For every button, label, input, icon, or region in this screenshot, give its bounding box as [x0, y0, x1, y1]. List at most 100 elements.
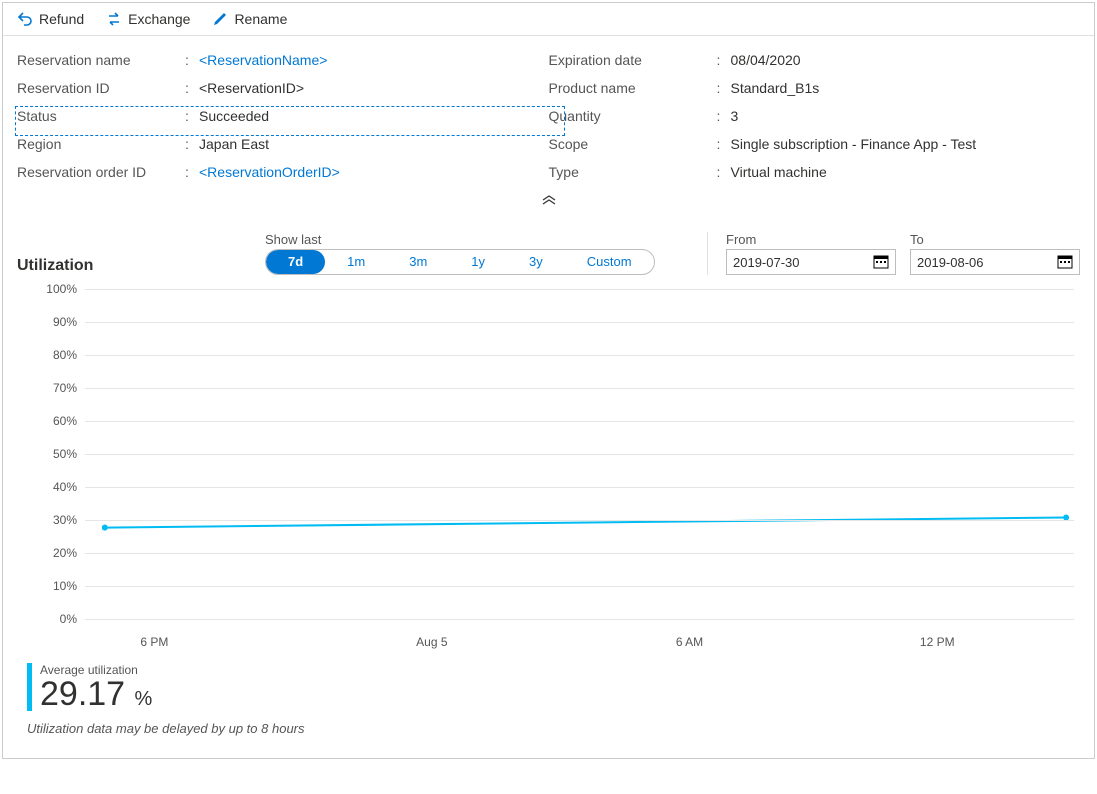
- y-tick-label: 0%: [27, 612, 77, 626]
- colon: :: [717, 80, 731, 96]
- utilization-title: Utilization: [17, 257, 247, 275]
- from-label: From: [726, 232, 896, 247]
- exchange-icon: [106, 11, 122, 27]
- detail-label: Quantity: [549, 108, 717, 124]
- colon: :: [185, 136, 199, 152]
- utilization-section: Utilization Show last 7d1m3m1y3yCustom F…: [3, 214, 1094, 758]
- detail-row: Status:Succeeded: [17, 102, 549, 130]
- colon: :: [717, 52, 731, 68]
- timerange-option-1y[interactable]: 1y: [449, 250, 507, 274]
- average-label: Average utilization: [40, 663, 1080, 677]
- detail-row: Reservation ID:<ReservationID>: [17, 74, 549, 102]
- average-utilization-block: Average utilization 29.17 %: [27, 663, 1080, 711]
- gridline: [85, 289, 1074, 290]
- delay-note: Utilization data may be delayed by up to…: [17, 715, 1080, 748]
- details-panel: Reservation name:<ReservationName>Reserv…: [3, 36, 1094, 192]
- pencil-icon: [212, 11, 228, 27]
- detail-label: Scope: [549, 136, 717, 152]
- gridline: [85, 322, 1074, 323]
- calendar-icon: [1057, 254, 1073, 270]
- gridline: [85, 520, 1074, 521]
- detail-row: Quantity:3: [549, 102, 1081, 130]
- detail-row: Reservation order ID:<ReservationOrderID…: [17, 158, 549, 186]
- collapse-toggle[interactable]: [3, 192, 1094, 214]
- rename-button[interactable]: Rename: [212, 11, 287, 27]
- gridline: [85, 586, 1074, 587]
- detail-row: Type:Virtual machine: [549, 158, 1081, 186]
- detail-link[interactable]: <ReservationName>: [199, 52, 327, 68]
- colon: :: [717, 164, 731, 180]
- y-tick-label: 30%: [27, 513, 77, 527]
- toolbar: Refund Exchange Rename: [3, 3, 1094, 36]
- y-tick-label: 40%: [27, 480, 77, 494]
- gridline: [85, 619, 1074, 620]
- gridline: [85, 454, 1074, 455]
- colon: :: [185, 80, 199, 96]
- from-date-input[interactable]: 2019-07-30: [726, 249, 896, 275]
- timerange-option-1m[interactable]: 1m: [325, 250, 387, 274]
- exchange-button[interactable]: Exchange: [106, 11, 190, 27]
- chart-plot: [85, 285, 1076, 625]
- gridline: [85, 487, 1074, 488]
- detail-label: Reservation name: [17, 52, 185, 68]
- show-last-label: Show last: [265, 232, 655, 247]
- x-tick-label: 6 AM: [676, 635, 703, 649]
- detail-label: Reservation order ID: [17, 164, 185, 180]
- undo-icon: [17, 11, 33, 27]
- from-date-value: 2019-07-30: [733, 255, 800, 270]
- average-value: 29.17: [40, 675, 125, 713]
- detail-label: Status: [17, 108, 185, 124]
- utilization-chart: 0%10%20%30%40%50%60%70%80%90%100%6 PMAug…: [17, 285, 1080, 655]
- refund-label: Refund: [39, 11, 84, 27]
- to-date-input[interactable]: 2019-08-06: [910, 249, 1080, 275]
- colon: :: [717, 108, 731, 124]
- y-tick-label: 100%: [27, 282, 77, 296]
- timerange-option-3y[interactable]: 3y: [507, 250, 565, 274]
- timerange-segmented: 7d1m3m1y3yCustom: [265, 249, 655, 275]
- detail-link[interactable]: <ReservationOrderID>: [199, 164, 340, 180]
- detail-row: Scope:Single subscription - Finance App …: [549, 130, 1081, 158]
- colon: :: [717, 136, 731, 152]
- gridline: [85, 388, 1074, 389]
- timerange-option-7d[interactable]: 7d: [266, 250, 325, 274]
- y-tick-label: 20%: [27, 546, 77, 560]
- y-tick-label: 70%: [27, 381, 77, 395]
- detail-value: Standard_B1s: [731, 80, 820, 96]
- exchange-label: Exchange: [128, 11, 190, 27]
- detail-row: Product name:Standard_B1s: [549, 74, 1081, 102]
- detail-row: Region:Japan East: [17, 130, 549, 158]
- detail-value: Single subscription - Finance App - Test: [731, 136, 977, 152]
- detail-label: Region: [17, 136, 185, 152]
- to-date-value: 2019-08-06: [917, 255, 984, 270]
- gridline: [85, 553, 1074, 554]
- rename-label: Rename: [234, 11, 287, 27]
- detail-row: Expiration date:08/04/2020: [549, 46, 1081, 74]
- detail-value: Succeeded: [199, 108, 269, 124]
- detail-label: Type: [549, 164, 717, 180]
- y-tick-label: 90%: [27, 315, 77, 329]
- detail-value: 3: [731, 108, 739, 124]
- detail-label: Expiration date: [549, 52, 717, 68]
- detail-value: <ReservationID>: [199, 80, 304, 96]
- colon: :: [185, 108, 199, 124]
- timerange-option-custom[interactable]: Custom: [565, 250, 654, 274]
- colon: :: [185, 52, 199, 68]
- y-tick-label: 10%: [27, 579, 77, 593]
- detail-label: Reservation ID: [17, 80, 185, 96]
- x-tick-label: 6 PM: [140, 635, 168, 649]
- y-tick-label: 60%: [27, 414, 77, 428]
- gridline: [85, 355, 1074, 356]
- refund-button[interactable]: Refund: [17, 11, 84, 27]
- detail-row: Reservation name:<ReservationName>: [17, 46, 549, 74]
- y-tick-label: 50%: [27, 447, 77, 461]
- detail-value: 08/04/2020: [731, 52, 801, 68]
- average-unit: %: [135, 688, 153, 710]
- y-tick-label: 80%: [27, 348, 77, 362]
- to-label: To: [910, 232, 1080, 247]
- detail-value: Japan East: [199, 136, 269, 152]
- x-tick-label: 12 PM: [920, 635, 955, 649]
- timerange-option-3m[interactable]: 3m: [387, 250, 449, 274]
- gridline: [85, 421, 1074, 422]
- detail-value: Virtual machine: [731, 164, 827, 180]
- calendar-icon: [873, 254, 889, 270]
